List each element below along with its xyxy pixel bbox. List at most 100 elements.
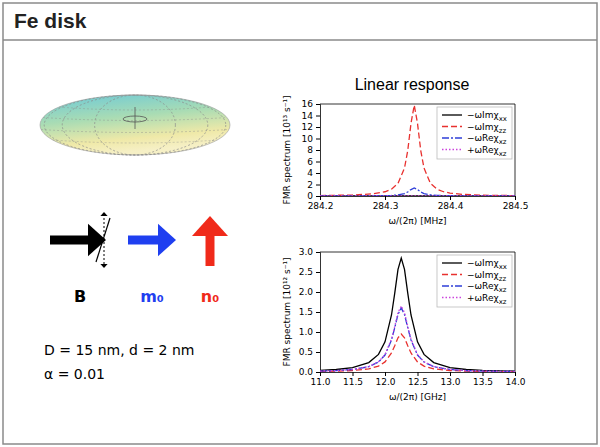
- y-tick-label: 4: [307, 168, 313, 178]
- y-tick-label: 2.5: [299, 267, 313, 277]
- legend-swatch: [442, 114, 462, 115]
- y-tick-mark: [316, 104, 320, 105]
- vector-label: n₀: [201, 287, 219, 306]
- legend-swatch: [442, 297, 462, 298]
- y-tick-mark: [316, 196, 320, 197]
- slide-title: Fe disk: [14, 9, 87, 32]
- x-tick: 14.0: [505, 372, 525, 387]
- series-line: [320, 334, 515, 372]
- disk-parallel: [53, 140, 218, 143]
- x-tick-label: 284.3: [373, 201, 399, 211]
- y-tick-label: 0.5: [299, 347, 313, 357]
- y-tick-label: 3.0: [299, 247, 314, 257]
- x-tick-label: 14.0: [505, 377, 525, 387]
- plot-frame: [320, 252, 515, 253]
- y-tick-label: 12: [302, 122, 313, 132]
- x-tick: 13.0: [440, 372, 460, 387]
- y-tick-mark: [316, 150, 320, 151]
- y-tick: 6: [307, 157, 320, 167]
- y-tick: 1.5: [299, 307, 320, 317]
- disk-surface: [40, 95, 230, 155]
- x-tick-mark: [450, 196, 451, 200]
- y-tick-label: 0: [307, 191, 313, 201]
- x-tick-label: 13.5: [473, 377, 493, 387]
- legend-swatch: [442, 137, 462, 138]
- y-axis-line: [316, 105, 321, 197]
- disk-axis: [135, 107, 136, 129]
- y-tick-label: 0.0: [299, 367, 314, 377]
- chart: 284.2284.3284.4284.50246810121416ω/(2π) …: [282, 95, 528, 226]
- chart: 11.0 11.5 12.0 12.5 13.0 13.5 14.0 0.0 0.5 1.0 1.5…: [282, 247, 526, 402]
- arrow-m0: [128, 236, 158, 245]
- arrow-b: [50, 236, 88, 245]
- y-axis-title: FMR spectrum [10¹³ s⁻¹]: [282, 95, 292, 204]
- plot-frame: [515, 252, 516, 372]
- y-tick-mark: [316, 292, 320, 293]
- x-tick: 12.0: [375, 372, 395, 387]
- y-tick: 0: [307, 191, 320, 201]
- legend-label: +ωReχxz: [467, 145, 507, 158]
- disk-meridian: [44, 95, 226, 155]
- x-tick-label: 12.0: [375, 377, 395, 387]
- x-tick: 12.5: [408, 372, 428, 387]
- parameter-text: α = 0.01: [44, 366, 105, 382]
- x-tick: 284.3: [373, 196, 399, 211]
- y-tick-mark: [316, 127, 320, 128]
- y-tick: 1.0: [299, 327, 320, 337]
- plot-lines: [320, 258, 515, 372]
- x-tick-label: 284.2: [308, 201, 334, 211]
- x-tick-mark: [418, 372, 419, 376]
- y-tick-label: 1.0: [299, 327, 314, 337]
- legend-box: [437, 255, 512, 307]
- legend-swatch: [442, 149, 462, 150]
- series-line: [320, 308, 515, 372]
- legend: −ωImχxx−ωImχzz−ωReχxz+ωReχxz: [437, 107, 512, 159]
- x-axis-title: ω/(2π) [MHz]: [389, 216, 447, 226]
- arrow-head: [100, 212, 107, 216]
- parameter-text: D = 15 nm, d = 2 nm: [44, 342, 194, 358]
- legend-swatch: [442, 285, 462, 286]
- y-tick-mark: [316, 185, 320, 186]
- plot-frame: [515, 104, 516, 196]
- y-tick: 3.0: [299, 247, 320, 257]
- x-tick-mark: [385, 372, 386, 376]
- y-tick: 2: [307, 180, 320, 190]
- y-tick: 0.0: [299, 367, 320, 377]
- disk-meridian: [95, 95, 176, 155]
- legend: −ωImχxx−ωImχzz−ωReχxz+ωReχxz: [437, 255, 512, 307]
- y-tick-label: 2: [307, 180, 313, 190]
- legend-box: [437, 107, 512, 159]
- arrow-head: [192, 216, 228, 236]
- x-axis-title: ω/(2π) [GHz]: [389, 392, 446, 402]
- x-tick-mark: [515, 372, 516, 376]
- disk-meridian: [62, 95, 208, 155]
- x-tick: 11.0: [310, 372, 330, 387]
- y-tick-mark: [316, 372, 320, 373]
- x-axis: 284.2 284.3 284.4 284.5: [308, 196, 529, 211]
- oscillation-line: [104, 214, 105, 266]
- vectors: Bm₀n₀: [50, 212, 228, 306]
- y-tick-label: 1.5: [299, 307, 313, 317]
- series-line: [320, 258, 515, 371]
- y-tick: 16: [302, 99, 320, 109]
- y-axis-line: [316, 253, 321, 373]
- y-tick: 10: [302, 134, 320, 144]
- x-tick-label: 11.5: [343, 377, 363, 387]
- y-tick-label: 8: [307, 145, 313, 155]
- plane-line: [96, 218, 110, 262]
- x-tick: 284.5: [503, 196, 529, 211]
- y-axis-title: FMR spectrum [10¹² s⁻¹]: [282, 257, 292, 366]
- arrow-head: [158, 224, 176, 256]
- x-axis: 11.0 11.5 12.0 12.5 13.0 13.5 14.0: [310, 372, 525, 387]
- x-tick-mark: [353, 372, 354, 376]
- x-tick: 11.5: [343, 372, 363, 387]
- y-tick: 8: [307, 145, 320, 155]
- x-tick: 284.4: [438, 196, 464, 211]
- y-tick-label: 10: [302, 134, 314, 144]
- y-tick-mark: [316, 312, 320, 313]
- x-tick: 13.5: [473, 372, 493, 387]
- y-axis: 0246810121416: [302, 99, 321, 201]
- y-tick-label: 2.0: [299, 287, 314, 297]
- arrow-n0: [206, 236, 215, 266]
- x-tick-label: 13.0: [440, 377, 460, 387]
